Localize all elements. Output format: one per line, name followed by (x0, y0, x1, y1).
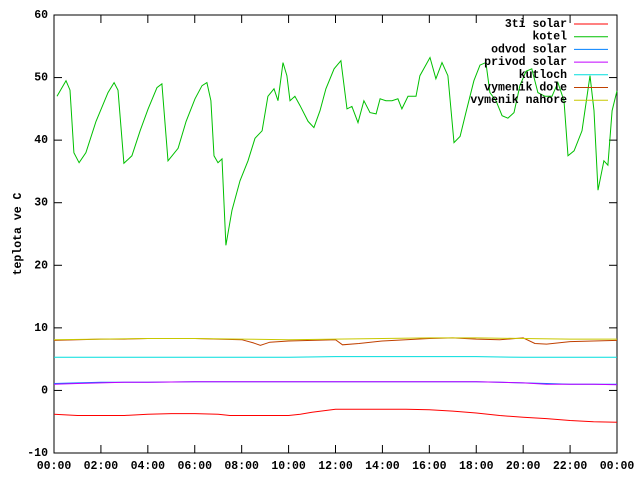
y-tick-label: 20 (34, 259, 48, 272)
x-tick-label: 08:00 (224, 460, 259, 473)
legend-label: odvod solar (491, 43, 567, 56)
x-tick-label: 16:00 (412, 460, 447, 473)
y-tick-label: 10 (34, 322, 48, 335)
legend-label: privod solar (484, 56, 567, 69)
x-tick-label: 02:00 (84, 460, 119, 473)
series-line (53, 408, 618, 423)
x-tick-label: 18:00 (459, 460, 494, 473)
y-tick-label: 30 (34, 197, 48, 210)
legend-label: vymenik nahore (470, 94, 567, 107)
x-tick-label: 06:00 (177, 460, 212, 473)
x-tick-label: 00:00 (37, 460, 72, 473)
x-tick-label: 10:00 (271, 460, 306, 473)
series-line (56, 56, 618, 246)
x-tick-label: 14:00 (365, 460, 400, 473)
y-tick-label: -10 (27, 447, 48, 460)
legend-label: kutloch (519, 69, 567, 82)
x-tick-label: 00:00 (600, 460, 635, 473)
series-line (54, 356, 617, 358)
legend-label: vymenik dole (484, 82, 567, 95)
legend-label: kotel (532, 31, 567, 44)
y-axis-label: teplota ve C (12, 193, 25, 276)
plot-border (53, 14, 618, 454)
series-line (53, 381, 618, 386)
x-tick-label: 12:00 (318, 460, 353, 473)
x-tick-label: 22:00 (553, 460, 588, 473)
y-tick-label: 0 (41, 384, 48, 397)
series-line (53, 337, 617, 341)
y-tick-label: 50 (34, 72, 48, 85)
x-tick-label: 20:00 (506, 460, 541, 473)
legend-label: 3ti solar (505, 18, 567, 31)
y-tick-label: 40 (34, 134, 48, 147)
x-tick-label: 04:00 (131, 460, 166, 473)
y-tick-label: 60 (34, 9, 48, 22)
